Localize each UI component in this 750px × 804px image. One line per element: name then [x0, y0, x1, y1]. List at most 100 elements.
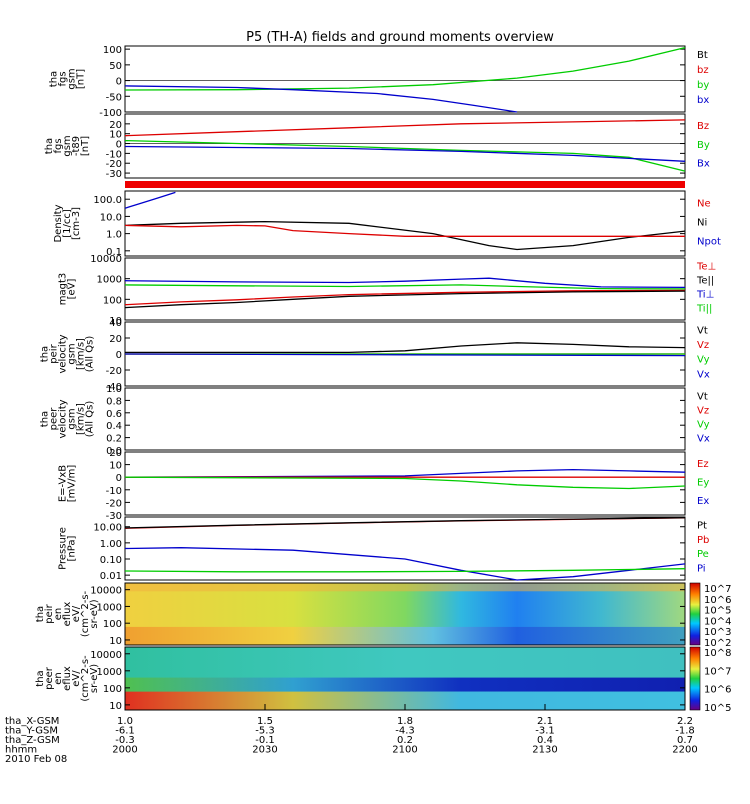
ytick-label: 1000	[97, 667, 122, 678]
ytick-label: 0	[116, 473, 122, 484]
series-Pb-line	[124, 517, 686, 529]
ylabel-line: magt3	[58, 273, 69, 306]
legend-Pb: Pb	[697, 535, 709, 546]
ylabel-line: [eV]	[67, 279, 78, 300]
colorbar	[689, 646, 701, 711]
ytick-label: 50	[109, 61, 122, 72]
panel-peir-velocity: 40 20 0 -20 -40 thapeirvelocitygsm[km/s](All …	[40, 318, 710, 393]
ytick-label: 0	[116, 140, 122, 151]
position-row-value: 1.5	[257, 716, 273, 727]
ytick-label: 1.0	[106, 230, 122, 241]
spectrogram-ion-high-band	[125, 583, 685, 592]
series-Bx-line	[124, 145, 686, 162]
ytick-label: 1.00	[100, 539, 122, 550]
ylabel-line: [nT]	[76, 69, 87, 89]
chart-title: P5 (TH-A) fields and ground moments over…	[246, 30, 554, 45]
ytick-label: 10000	[90, 254, 122, 265]
ylabel-line: eflux	[62, 666, 73, 691]
ytick-label: 0	[116, 350, 122, 361]
panel-frame	[124, 113, 686, 179]
ylabel-line: en	[53, 608, 64, 621]
ylabel-line: eV/	[71, 605, 82, 622]
series-Ni-line	[124, 220, 686, 251]
series-Pt-line	[124, 517, 686, 529]
ytick-label: 10000	[90, 586, 122, 597]
ylabel-line: [nT]	[80, 136, 91, 156]
ytick-label: 40	[109, 318, 122, 329]
legend-Vx: Vx	[697, 434, 710, 445]
ytick-label: 100	[103, 684, 122, 695]
panel-efield: 20 100 -10-20 -30 E=-VxB[mV/m] Ez Ey Ex	[58, 448, 710, 522]
ytick-label: 20	[109, 448, 122, 459]
colorbar-tick-label: 10^7	[704, 666, 731, 677]
ytick-label: 0.0	[106, 446, 122, 457]
ylabel-line: [cm-3]	[71, 207, 82, 240]
ytick-label: -20	[106, 498, 122, 509]
position-row-value: 2130	[532, 745, 557, 756]
ytick-label: 20	[109, 334, 122, 345]
ytick-label: 1.0	[106, 384, 122, 395]
panel-frame	[124, 582, 686, 646]
colorbar-tick-label: 10^3	[704, 627, 731, 638]
ylabel-line: fgs	[58, 71, 69, 86]
colorbar-tick-label: 10^5	[704, 606, 731, 617]
series-Bz-line	[124, 119, 686, 137]
position-row-value: 2000	[112, 745, 137, 756]
ylabel-line: fgs	[53, 138, 64, 153]
position-row-value: -1.8	[675, 726, 695, 737]
panel-frame	[124, 45, 686, 113]
legend-Ni: Ni	[697, 217, 707, 228]
ytick-label: -10	[106, 486, 122, 497]
legend-bx: bx	[697, 95, 709, 106]
panel-stack: 100500-50-100thafgsgsm[nT]Btbzbybx20100-…	[35, 45, 731, 714]
series-By-line	[124, 139, 686, 172]
ytick-label: 10	[109, 461, 122, 472]
spectrogram-electron-mid-band	[125, 677, 685, 692]
series-bx-line	[124, 85, 518, 113]
position-row-value: 0.2	[397, 735, 413, 746]
legend-Ey: Ey	[697, 477, 709, 488]
legend-Vy: Vy	[697, 419, 710, 430]
legend-bz: bz	[697, 65, 709, 76]
colorbar-tick-label: 10^7	[704, 584, 731, 595]
ylabel-line: E=-VxB	[58, 465, 69, 502]
legend-Npot: Npot	[697, 237, 721, 248]
ytick-label: 10000	[90, 650, 122, 661]
ytick-label: 1000	[97, 275, 122, 286]
series-Ey-line	[124, 476, 686, 490]
legend-Te: Te⊥	[696, 261, 716, 272]
colorbar-tick-label: 10^6	[704, 595, 731, 606]
position-row-value: 2100	[392, 745, 417, 756]
ylabel-line: gsm	[67, 408, 78, 429]
ytick-label: 20	[109, 120, 122, 131]
ylabel-line: [km/s]	[76, 338, 87, 370]
position-row-value: 2.1	[537, 716, 553, 727]
ytick-label: 0.01	[100, 571, 122, 582]
ylabel-line: eV/	[71, 670, 82, 687]
ylabel-line: Density	[53, 204, 64, 242]
series-Pi-line	[124, 547, 686, 581]
series-Ti-line	[124, 277, 686, 289]
ylabel-line: gsm	[67, 343, 78, 364]
panel-pressure: 10.00 1.00 0.10 0.01 Pressure[nPa] Pt Pb Pe Pi	[58, 516, 709, 582]
panel-frame	[124, 257, 686, 321]
ylabel-line: tha	[35, 670, 46, 686]
ylabel-line: peer	[49, 407, 60, 431]
ylabel-line: eflux	[62, 602, 73, 627]
legend-Bz: Bz	[697, 121, 709, 132]
ytick-label: 0.1	[106, 247, 122, 258]
ytick-label: -50	[106, 92, 122, 103]
ylabel-line: sr-eV)	[89, 664, 100, 693]
position-row-label: tha_Y-GSM	[5, 726, 58, 737]
ylabel-line: (cm^2-s-	[80, 590, 91, 637]
ylabel-line: tha	[40, 346, 51, 362]
ylabel-line: peer	[44, 666, 55, 690]
position-row-value: 2.2	[677, 716, 693, 727]
position-row-value: -4.3	[395, 726, 415, 737]
position-row-value: 1.0	[117, 716, 133, 727]
colorbar-tick-label: 10^4	[704, 616, 731, 627]
ytick-label: 100	[103, 295, 122, 306]
spectrogram-ion-low-band	[125, 626, 685, 645]
legend-by: by	[697, 80, 709, 91]
